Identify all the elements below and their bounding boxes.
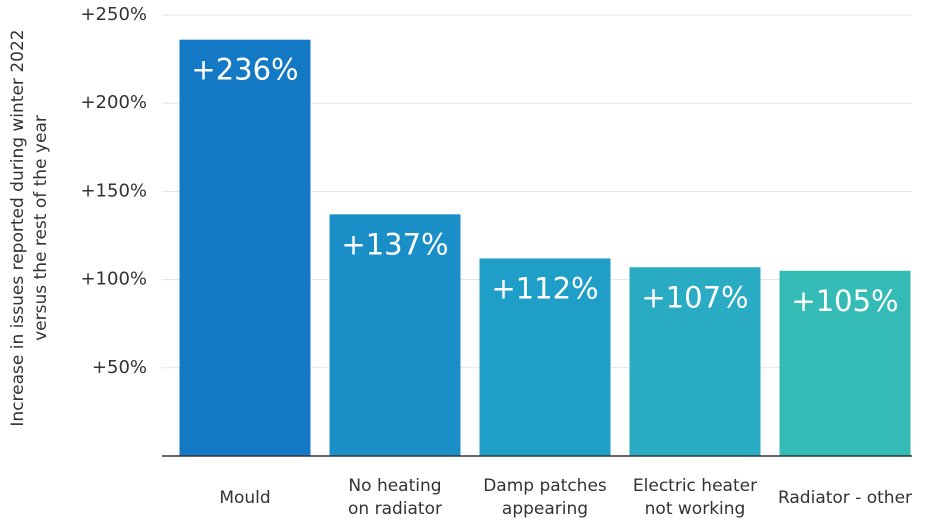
- y-tick-label: +50%: [92, 357, 147, 378]
- y-tick-label: +250%: [80, 4, 147, 25]
- y-axis-label: Increase in issues reported during winte…: [8, 29, 51, 427]
- x-tick-label: Mould: [219, 487, 271, 508]
- y-tick-label: +100%: [80, 269, 147, 290]
- x-tick-label: Electric heater not working: [632, 476, 758, 519]
- y-tick-label: +150%: [80, 180, 147, 201]
- bar: [479, 258, 611, 456]
- value-label: +105%: [791, 284, 898, 318]
- x-tick-label: Radiator - other: [777, 487, 913, 508]
- value-label: +107%: [641, 280, 748, 314]
- bar: [779, 270, 911, 456]
- x-tick-label: Damp patches appearing: [483, 476, 607, 519]
- value-label: +236%: [191, 53, 298, 87]
- value-label: +112%: [491, 271, 598, 305]
- bar: [629, 267, 761, 456]
- bar: [329, 214, 461, 456]
- y-tick-label: +200%: [80, 92, 147, 113]
- value-label: +137%: [341, 227, 448, 261]
- x-tick-label: No heating on radiator: [348, 476, 442, 519]
- bar: [179, 39, 311, 457]
